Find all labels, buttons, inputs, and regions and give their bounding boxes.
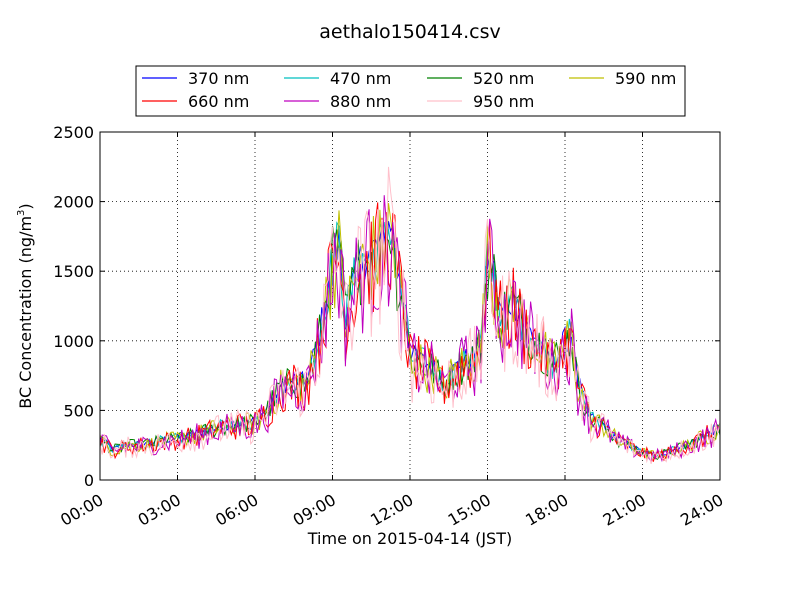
y-tick-label: 500	[63, 401, 94, 420]
y-tick-label: 0	[84, 471, 94, 490]
x-tick-label: 15:00	[445, 490, 494, 530]
x-tick-label: 18:00	[522, 490, 571, 530]
x-tick-label: 21:00	[600, 490, 649, 530]
x-tick-label: 09:00	[290, 490, 339, 530]
legend-label: 370 nm	[188, 69, 249, 88]
legend-label: 520 nm	[473, 69, 534, 88]
x-axis-label: Time on 2015-04-14 (JST)	[307, 529, 512, 548]
y-tick-label: 1000	[53, 332, 94, 351]
legend-label: 950 nm	[473, 92, 534, 111]
series-line-880-nm	[99, 195, 721, 463]
x-tick-label: 06:00	[212, 490, 261, 530]
y-axis-label: BC Concentration (ng/m3)	[16, 203, 35, 408]
legend-label: 880 nm	[330, 92, 391, 111]
x-tick-label: 12:00	[367, 490, 416, 530]
legend-label: 470 nm	[330, 69, 391, 88]
x-tick-label: 00:00	[57, 490, 106, 530]
y-tick-label: 2000	[53, 193, 94, 212]
y-axis-label-superscript: 3	[16, 210, 27, 216]
legend: 370 nm 470 nm 520 nm 590 nm 660 nm 880 nm 950 …	[135, 65, 686, 117]
chart-title: aethalo150414.csv	[319, 21, 501, 43]
legend-box	[135, 65, 686, 117]
legend-label: 590 nm	[615, 69, 676, 88]
y-tick-label: 1500	[53, 262, 94, 281]
x-tick-label: 24:00	[677, 490, 726, 530]
y-tick-label: 2500	[53, 123, 94, 142]
plot-lines	[99, 166, 721, 465]
series-line-660-nm	[99, 202, 720, 462]
series-line-950-nm	[99, 166, 721, 465]
legend-label: 660 nm	[188, 92, 249, 111]
y-axis-label-main: BC Concentration (ng/m	[16, 216, 35, 409]
y-axis-label-suffix: )	[16, 203, 35, 209]
x-tick-label: 03:00	[135, 490, 184, 530]
grid	[100, 132, 720, 480]
